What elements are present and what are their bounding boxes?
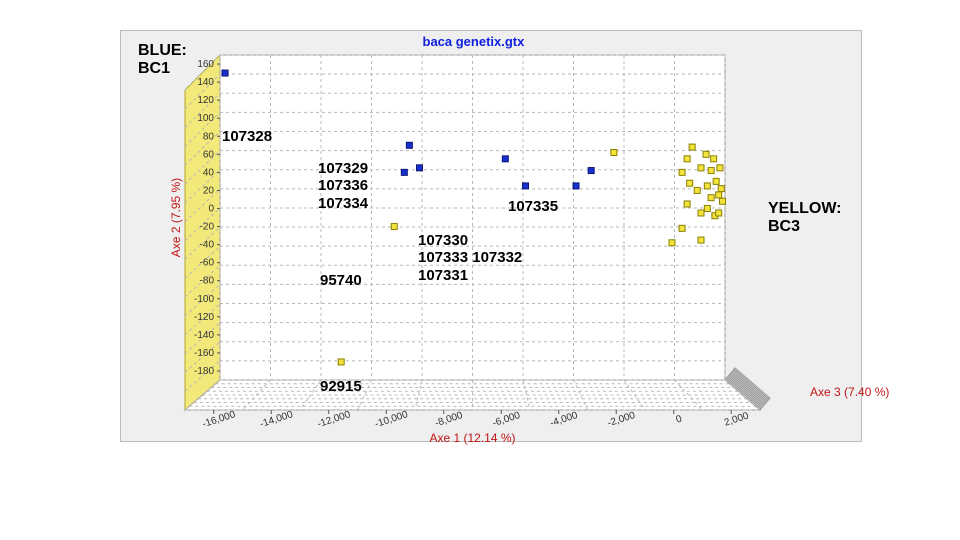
svg-text:2,000: 2,000 [723, 410, 751, 428]
svg-text:100: 100 [197, 113, 214, 124]
svg-text:140: 140 [197, 77, 214, 88]
svg-text:80: 80 [203, 131, 215, 142]
point-BC1 [573, 183, 579, 189]
annotation-4: 95740 [320, 272, 362, 289]
point-BC3 [704, 205, 710, 211]
point-BC1 [222, 70, 228, 76]
svg-text:-10,000: -10,000 [374, 409, 410, 430]
svg-text:Axe 2 (7.95 %): Axe 2 (7.95 %) [169, 178, 183, 257]
point-BC3 [719, 198, 725, 204]
point-BC3 [698, 237, 704, 243]
point-BC3 [716, 192, 722, 198]
svg-text:-16,000: -16,000 [201, 409, 237, 430]
point-BC3 [716, 210, 722, 216]
point-BC3 [684, 201, 690, 207]
svg-text:-2,000: -2,000 [606, 410, 637, 429]
annotation-2: 107335 [508, 198, 558, 215]
point-BC1 [416, 165, 422, 171]
svg-text:20: 20 [203, 185, 215, 196]
svg-text:0: 0 [675, 413, 684, 425]
svg-text:-6,000: -6,000 [491, 410, 522, 429]
point-BC3 [689, 144, 695, 150]
point-BC3 [338, 359, 344, 365]
svg-text:60: 60 [203, 149, 215, 160]
svg-text:-4,000: -4,000 [549, 410, 580, 429]
annotation-1: 107329 107336 107334 [318, 160, 368, 212]
point-BC3 [708, 168, 714, 174]
point-BC1 [523, 183, 529, 189]
svg-text:-8,000: -8,000 [434, 410, 465, 429]
point-BC3 [708, 195, 714, 201]
svg-text:-60: -60 [200, 258, 215, 269]
svg-text:40: 40 [203, 167, 215, 178]
legend-yellow: YELLOW: BC3 [768, 200, 841, 237]
point-BC1 [401, 169, 407, 175]
point-BC3 [718, 186, 724, 192]
svg-text:120: 120 [197, 95, 214, 106]
point-BC3 [703, 151, 709, 157]
annotation-0: 107328 [222, 128, 272, 145]
svg-text:-180: -180 [194, 366, 214, 377]
svg-text:-140: -140 [194, 330, 214, 341]
point-BC3 [679, 225, 685, 231]
point-BC1 [406, 142, 412, 148]
svg-text:0: 0 [208, 203, 214, 214]
point-BC1 [502, 156, 508, 162]
point-BC3 [694, 187, 700, 193]
point-BC3 [713, 178, 719, 184]
annotation-3: 107330 107333 107332 107331 [418, 232, 522, 284]
point-BC3 [698, 165, 704, 171]
point-BC3 [684, 156, 690, 162]
svg-text:Axe 1 (12.14 %): Axe 1 (12.14 %) [429, 431, 515, 445]
legend-blue: BLUE: BC1 [138, 42, 187, 79]
point-BC3 [391, 224, 397, 230]
svg-text:-160: -160 [194, 348, 214, 359]
svg-text:-20: -20 [200, 222, 215, 233]
svg-text:-120: -120 [194, 312, 214, 323]
point-BC3 [704, 183, 710, 189]
svg-text:-80: -80 [200, 276, 215, 287]
svg-text:160: 160 [197, 59, 214, 70]
point-BC3 [669, 240, 675, 246]
svg-text:-100: -100 [194, 294, 214, 305]
svg-text:-12,000: -12,000 [316, 409, 352, 430]
point-BC3 [687, 180, 693, 186]
point-BC3 [711, 156, 717, 162]
svg-text:-40: -40 [200, 240, 215, 251]
point-BC3 [717, 165, 723, 171]
svg-text:Axe 3 (7.40 %): Axe 3 (7.40 %) [810, 385, 889, 399]
point-BC1 [588, 168, 594, 174]
point-BC3 [679, 169, 685, 175]
point-BC3 [698, 210, 704, 216]
annotation-5: 92915 [320, 378, 362, 395]
point-BC3 [611, 150, 617, 156]
svg-text:-14,000: -14,000 [259, 409, 295, 430]
